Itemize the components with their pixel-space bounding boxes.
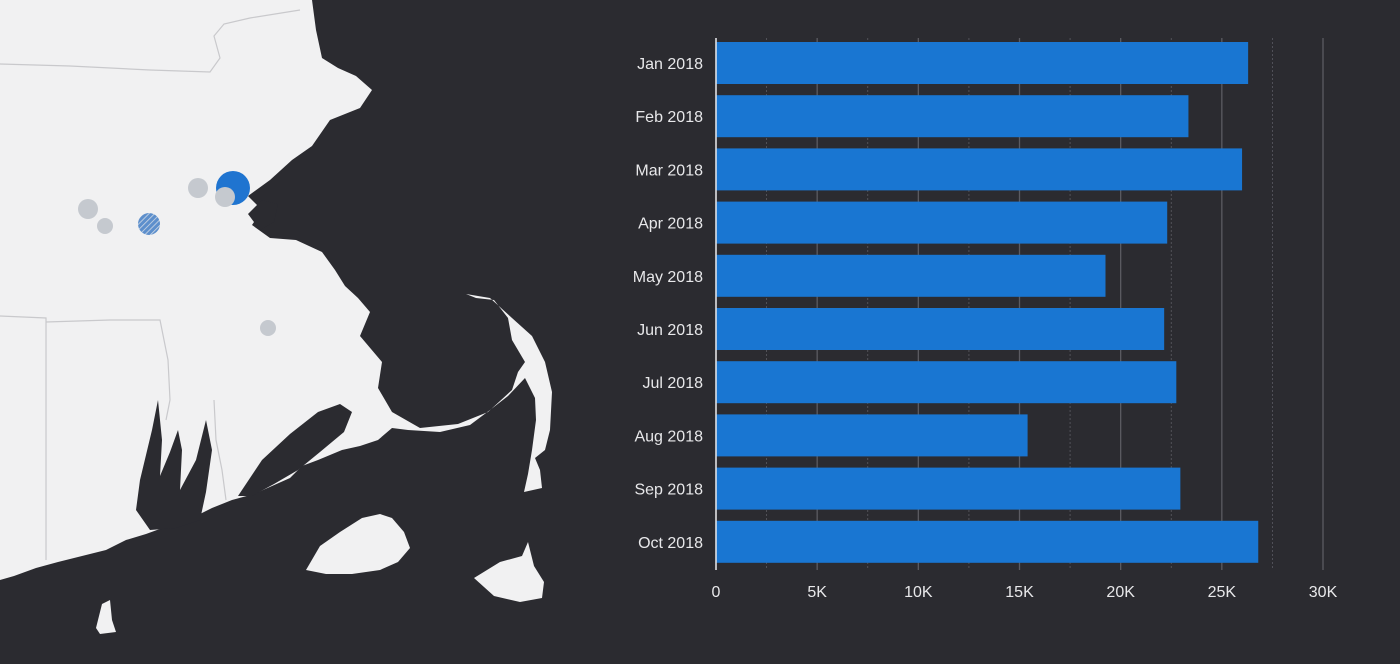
category-label: May 2018	[633, 269, 703, 286]
bar-jul-2018[interactable]	[716, 361, 1177, 404]
x-tick-label: 0	[712, 584, 721, 601]
narragansett-bay	[136, 400, 212, 530]
marthas-vineyard	[306, 514, 410, 574]
x-tick-label: 5K	[807, 584, 827, 601]
mainland-massachusetts	[0, 0, 552, 580]
bar-mar-2018[interactable]	[716, 148, 1243, 191]
category-label: Jan 2018	[637, 56, 703, 73]
x-tick-label: 25K	[1208, 584, 1237, 601]
category-label: Apr 2018	[638, 216, 703, 233]
category-label: Mar 2018	[635, 162, 703, 179]
x-tick-label: 15K	[1005, 584, 1034, 601]
marker-small[interactable]	[260, 320, 276, 336]
marker-small[interactable]	[97, 218, 113, 234]
marker-small[interactable]	[215, 187, 235, 207]
bar-oct-2018[interactable]	[716, 520, 1259, 563]
marker-hatched[interactable]	[138, 213, 160, 235]
boston-harbor	[248, 200, 278, 230]
category-label: Jun 2018	[637, 322, 703, 339]
map-panel[interactable]	[0, 0, 620, 664]
bar-apr-2018[interactable]	[716, 201, 1168, 244]
marker-small[interactable]	[188, 178, 208, 198]
category-labels: Jan 2018 Feb 2018 Mar 2018 Apr 2018 May 2018…	[633, 56, 703, 552]
bar-sep-2018[interactable]	[716, 467, 1181, 510]
bar-aug-2018[interactable]	[716, 414, 1028, 457]
marker-small[interactable]	[78, 199, 98, 219]
bar-jun-2018[interactable]	[716, 308, 1165, 350]
nantucket	[474, 542, 544, 602]
category-label: Jul 2018	[643, 375, 704, 392]
category-label: Sep 2018	[634, 482, 703, 499]
bar-feb-2018[interactable]	[716, 95, 1189, 138]
x-tick-label: 30K	[1309, 584, 1338, 601]
map-markers	[78, 171, 276, 336]
category-label: Feb 2018	[635, 109, 703, 126]
bars	[716, 42, 1259, 563]
category-label: Aug 2018	[634, 428, 703, 445]
category-label: Oct 2018	[638, 535, 703, 552]
buzzards-bay	[238, 404, 352, 496]
bar-may-2018[interactable]	[716, 254, 1106, 297]
bar-jan-2018[interactable]	[716, 42, 1249, 84]
x-tick-label: 20K	[1106, 584, 1135, 601]
x-tick-label: 10K	[904, 584, 933, 601]
x-tick-labels: 0 5K 10K 15K 20K 25K 30K	[712, 584, 1338, 601]
state-borders	[0, 9, 301, 560]
block-island	[96, 600, 116, 634]
